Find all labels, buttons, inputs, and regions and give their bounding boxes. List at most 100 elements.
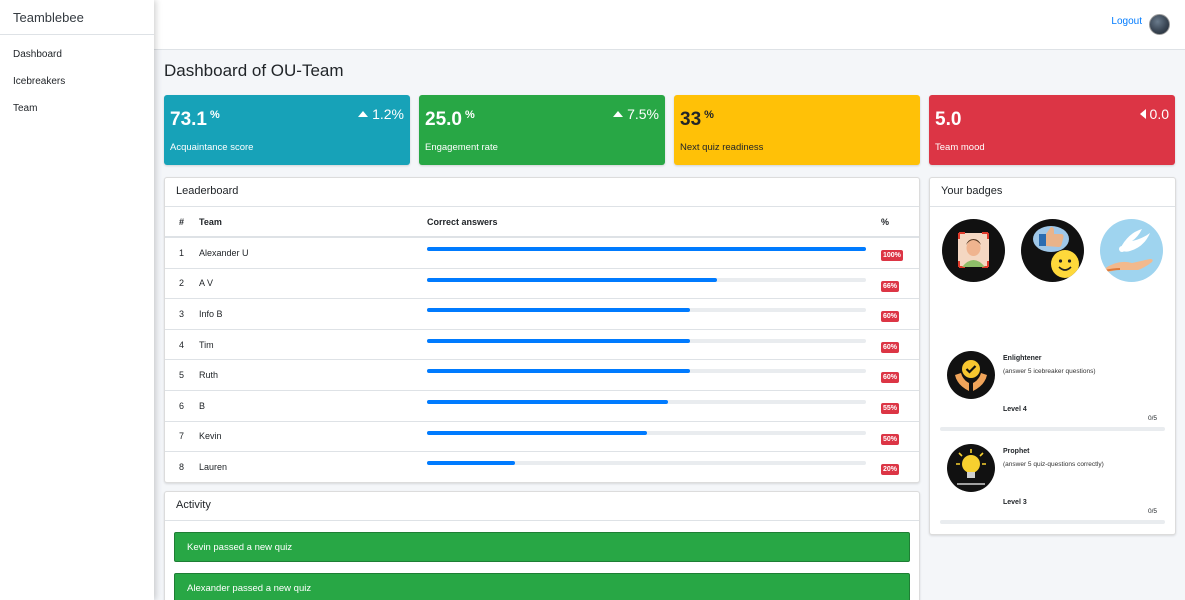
team-name-cell: Lauren <box>199 462 228 473</box>
sidebar-item-dashboard[interactable]: Dashboard <box>13 49 62 60</box>
stat-label: Acquaintance score <box>170 142 254 153</box>
stat-value: 73.1% <box>170 109 220 130</box>
dove-hand-badge-icon[interactable] <box>1100 219 1163 282</box>
table-row: 3 Info B 60% <box>165 299 919 330</box>
table-row: 7 Kevin 50% <box>165 422 919 453</box>
percent-badge: 60% <box>881 341 900 353</box>
achievement-title: Prophet <box>1003 448 1030 455</box>
progress-bar <box>427 369 866 374</box>
stat-delta: 7.5% <box>613 106 659 122</box>
leaderboard-body: 1 Alexander U 100% 2 A V 66% 3 Info B 60% 4 Tim 60%… <box>165 238 919 482</box>
rank-cell: 6 <box>179 400 185 411</box>
progress-fill <box>427 277 717 282</box>
avatar[interactable] <box>1149 14 1170 35</box>
stat-label: Engagement rate <box>425 142 498 153</box>
achievement-progress-bar <box>940 427 1165 431</box>
table-row: 5 Ruth 60% <box>165 360 919 391</box>
stat-delta: 1.2% <box>358 106 404 122</box>
rank-cell: 2 <box>179 278 185 289</box>
team-name-cell: Tim <box>199 339 214 350</box>
progress-fill <box>427 430 647 435</box>
thumbs-up-smiley-badge-icon[interactable] <box>1021 219 1084 282</box>
checkmark-hands-icon <box>947 351 995 399</box>
progress-fill <box>427 369 691 374</box>
activity-item: Alexander passed a new quiz <box>174 573 910 600</box>
percent-badge: 100% <box>881 250 903 261</box>
achievement-progress-text: 0/5 <box>1147 415 1157 422</box>
achievement-level: Level 4 <box>1003 406 1027 413</box>
stat-card-team-mood: 5.0 Team mood 0.0 <box>929 95 1175 165</box>
rank-cell: 4 <box>179 339 185 350</box>
stat-card-engagement: 25.0% Engagement rate 7.5% <box>419 95 665 165</box>
rank-cell: 3 <box>179 308 185 319</box>
stat-card-acquaintance: 73.1% Acquaintance score 1.2% <box>164 95 410 165</box>
progress-bar <box>427 277 866 282</box>
table-row: 1 Alexander U 100% <box>165 238 919 269</box>
rank-cell: 5 <box>179 370 185 381</box>
stat-card-quiz-readiness: 33% Next quiz readiness <box>674 95 920 165</box>
stat-label: Team mood <box>935 142 985 153</box>
stat-value: 5.0 <box>935 109 962 130</box>
table-row: 4 Tim 60% <box>165 330 919 361</box>
column-header-team: Team <box>199 216 222 227</box>
rank-cell: 7 <box>179 431 185 442</box>
achievement-description: (answer 5 icebreaker questions) <box>1003 368 1096 375</box>
percent-badge: 55% <box>881 402 900 414</box>
team-name-cell: Info B <box>199 308 223 319</box>
face-recognition-badge-icon[interactable] <box>942 219 1005 282</box>
activity-card: Activity Kevin passed a new quiz Alexand… <box>164 491 920 600</box>
team-name-cell: A V <box>199 278 214 289</box>
caret-up-icon <box>613 111 624 117</box>
achievement-enlightener: Enlightener (answer 5 icebreaker questio… <box>940 351 1165 439</box>
column-header-num: # <box>179 216 185 227</box>
leaderboard-header: # Team Correct answers % <box>165 207 919 238</box>
achievement-title: Enlightener <box>1003 355 1042 362</box>
sidebar-item-team[interactable]: Team <box>13 103 38 114</box>
progress-bar <box>427 308 866 313</box>
caret-up-icon <box>358 111 369 117</box>
achievement-progress-text: 0/5 <box>1147 508 1157 515</box>
sidebar-nav: Dashboard Icebreakers Team <box>0 35 154 123</box>
team-name-cell: Ruth <box>199 370 219 381</box>
caret-left-icon <box>1139 109 1146 119</box>
sidebar-item-icebreakers[interactable]: Icebreakers <box>13 76 66 87</box>
progress-fill <box>427 308 691 313</box>
stat-value: 25.0% <box>425 109 475 130</box>
rank-cell: 8 <box>179 462 185 473</box>
progress-bar <box>427 399 866 404</box>
percent-badge: 66% <box>881 280 900 292</box>
progress-fill <box>427 399 669 404</box>
badges-card: Your badges <box>929 177 1176 535</box>
table-row: 6 B 55% <box>165 391 919 422</box>
achievement-prophet: Prophet (answer 5 quiz-questions correct… <box>940 444 1165 532</box>
brand-title[interactable]: Teamblebee <box>0 0 154 35</box>
team-name-cell: B <box>199 400 206 411</box>
progress-bar <box>427 461 866 466</box>
badges-title: Your badges <box>930 178 1175 207</box>
progress-bar <box>427 430 866 435</box>
activity-title: Activity <box>165 492 919 521</box>
stat-delta: 0.0 <box>1139 106 1169 122</box>
progress-bar <box>427 338 866 343</box>
logout-link[interactable]: Logout <box>1111 16 1142 27</box>
progress-fill <box>427 338 691 343</box>
progress-bar <box>427 247 866 251</box>
table-row: 8 Lauren 20% <box>165 452 919 482</box>
table-row: 2 A V 66% <box>165 269 919 300</box>
leaderboard-title: Leaderboard <box>165 178 919 207</box>
percent-badge: 60% <box>881 372 900 384</box>
progress-fill <box>427 247 866 251</box>
achievement-description: (answer 5 quiz-questions correctly) <box>1003 461 1104 468</box>
team-name-cell: Alexander U <box>199 247 249 258</box>
leaderboard-card: Leaderboard # Team Correct answers % 1 Al… <box>164 177 920 483</box>
percent-badge: 20% <box>881 464 900 476</box>
achievement-level: Level 3 <box>1003 499 1027 506</box>
rank-cell: 1 <box>179 247 185 258</box>
lightbulb-icon <box>947 444 995 492</box>
percent-badge: 60% <box>881 311 900 323</box>
stat-value: 33% <box>680 109 714 130</box>
sidebar: Teamblebee Dashboard Icebreakers Team <box>0 0 154 600</box>
column-header-pct: % <box>881 216 890 227</box>
page-title: Dashboard of OU-Team <box>164 61 344 80</box>
activity-item: Kevin passed a new quiz <box>174 532 910 562</box>
